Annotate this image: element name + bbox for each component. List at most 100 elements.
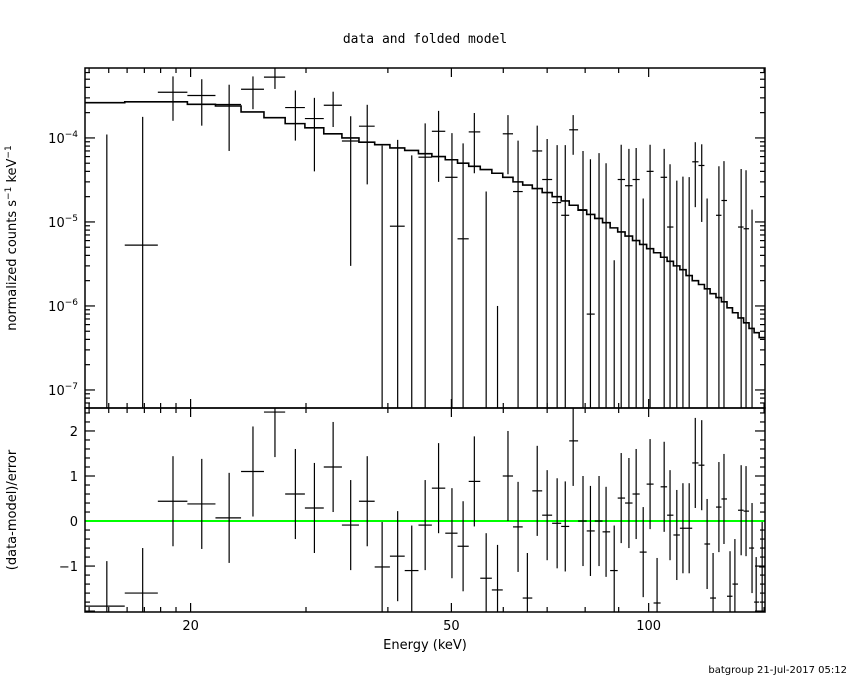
residual-point xyxy=(610,525,618,612)
residual-point xyxy=(431,443,446,534)
residual-point xyxy=(561,481,570,572)
residual-point xyxy=(85,561,125,612)
data-point xyxy=(617,144,626,408)
residual-point xyxy=(491,544,503,612)
chart-title: data and folded model xyxy=(343,32,507,47)
data-point xyxy=(594,153,603,408)
top-panel-ticks: 10−4 10−5 10−6 10−7 xyxy=(48,68,765,408)
y-tick-label: 10−6 xyxy=(48,298,78,315)
data-point xyxy=(215,84,242,151)
data-point xyxy=(431,110,446,182)
data-point xyxy=(513,140,523,408)
residual-point xyxy=(715,462,722,553)
y-tick-label: −1 xyxy=(59,560,78,575)
residual-point xyxy=(241,426,264,517)
data-point xyxy=(502,115,514,175)
residual-point xyxy=(578,476,587,567)
residual-point xyxy=(513,481,523,572)
data-point xyxy=(692,142,699,208)
residual-point xyxy=(418,480,432,571)
data-point xyxy=(578,150,587,408)
x-tick-label: 50 xyxy=(443,619,460,634)
residual-point xyxy=(552,478,562,569)
data-point xyxy=(532,125,543,408)
residual-point xyxy=(522,553,533,612)
top-y-axis-label: normalized counts s−1 keV−1 xyxy=(4,145,20,330)
residual-point xyxy=(653,557,661,612)
model-step-line xyxy=(85,101,765,339)
residual-point xyxy=(710,553,716,612)
y-tick-label: 10−5 xyxy=(48,214,78,231)
residual-point xyxy=(639,507,647,598)
top-panel-data xyxy=(85,68,765,408)
residual-point xyxy=(341,480,359,571)
residual-point xyxy=(686,483,693,574)
residual-point xyxy=(673,489,680,581)
residual-point xyxy=(660,441,668,532)
residual-point xyxy=(679,483,687,574)
data-point xyxy=(632,147,640,408)
data-point xyxy=(263,68,286,89)
residual-point xyxy=(617,453,626,544)
data-point xyxy=(285,90,305,141)
data-point xyxy=(323,91,342,127)
data-point xyxy=(586,159,595,408)
residual-point xyxy=(625,457,633,549)
residual-point xyxy=(542,470,553,561)
data-point xyxy=(157,76,188,121)
residual-point xyxy=(374,521,390,612)
y-tick-label: 10−4 xyxy=(48,130,78,147)
residual-point xyxy=(457,501,469,592)
data-point xyxy=(304,97,324,172)
residual-point xyxy=(738,465,744,556)
data-point xyxy=(743,170,750,408)
residual-point xyxy=(743,466,750,557)
data-point xyxy=(646,144,654,408)
data-point xyxy=(698,144,705,222)
data-point xyxy=(660,148,668,408)
residual-point xyxy=(704,498,711,590)
residual-point xyxy=(569,408,579,486)
data-point xyxy=(187,79,216,126)
residual-point xyxy=(532,445,543,536)
residual-point xyxy=(646,439,654,530)
residual-point xyxy=(727,551,733,612)
y-tick-label: 1 xyxy=(70,470,78,485)
residual-point xyxy=(759,521,765,612)
data-point xyxy=(738,168,744,408)
residual-point xyxy=(304,462,324,554)
data-point xyxy=(124,116,158,408)
residual-point xyxy=(468,436,481,527)
residual-point xyxy=(157,456,188,547)
footer-timestamp: batgroup 21-Jul-2017 05:12 xyxy=(708,665,847,676)
bottom-panel-frame xyxy=(84,407,766,613)
data-point xyxy=(569,115,579,155)
residual-point xyxy=(698,420,705,511)
data-point xyxy=(542,139,553,408)
data-point xyxy=(445,133,458,408)
residual-point xyxy=(404,525,419,612)
bottom-panel-residuals xyxy=(85,408,765,612)
data-point xyxy=(389,139,405,408)
x-tick-label: 100 xyxy=(636,619,661,634)
residual-point xyxy=(215,472,242,563)
residual-point xyxy=(358,456,375,547)
residual-point xyxy=(692,417,699,508)
data-point xyxy=(468,113,481,174)
residual-point xyxy=(124,548,158,612)
residual-point xyxy=(285,448,305,540)
x-tick-label: 20 xyxy=(182,619,199,634)
residual-point xyxy=(667,470,674,561)
residual-point xyxy=(594,476,603,567)
residual-point xyxy=(323,421,342,513)
data-point xyxy=(667,164,674,408)
data-point xyxy=(561,145,570,408)
residual-point xyxy=(389,511,405,602)
x-axis-label: Energy (keV) xyxy=(383,638,467,653)
residual-point xyxy=(263,408,286,458)
residual-point xyxy=(721,453,728,544)
residual-point xyxy=(187,458,216,549)
y-tick-label: 0 xyxy=(70,515,78,530)
residual-point xyxy=(480,533,492,612)
